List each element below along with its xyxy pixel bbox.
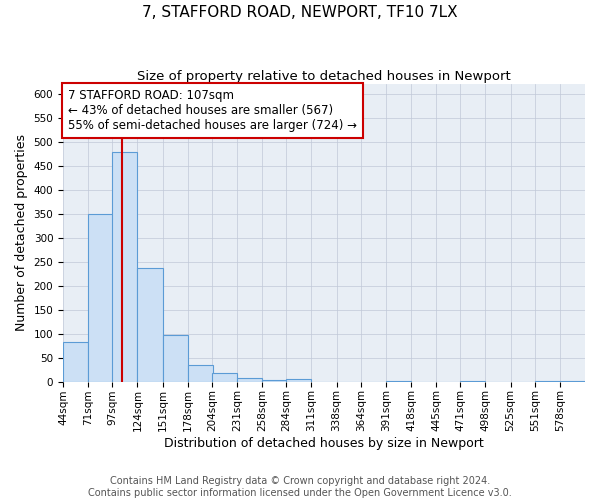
Bar: [137, 268, 163, 382]
Text: Contains HM Land Registry data © Crown copyright and database right 2024.
Contai: Contains HM Land Registry data © Crown c…: [88, 476, 512, 498]
Bar: [163, 335, 188, 382]
Text: 7 STAFFORD ROAD: 107sqm
← 43% of detached houses are smaller (567)
55% of semi-d: 7 STAFFORD ROAD: 107sqm ← 43% of detache…: [68, 89, 356, 132]
X-axis label: Distribution of detached houses by size in Newport: Distribution of detached houses by size …: [164, 437, 484, 450]
Bar: [460, 380, 485, 382]
Bar: [237, 378, 262, 382]
Bar: [112, 152, 137, 382]
Title: Size of property relative to detached houses in Newport: Size of property relative to detached ho…: [137, 70, 511, 83]
Bar: [262, 380, 287, 382]
Bar: [386, 380, 411, 382]
Y-axis label: Number of detached properties: Number of detached properties: [15, 134, 28, 332]
Bar: [88, 214, 113, 382]
Bar: [535, 380, 560, 382]
Bar: [286, 380, 311, 382]
Text: 7, STAFFORD ROAD, NEWPORT, TF10 7LX: 7, STAFFORD ROAD, NEWPORT, TF10 7LX: [142, 5, 458, 20]
Bar: [212, 373, 237, 382]
Bar: [188, 366, 213, 382]
Bar: [63, 342, 88, 382]
